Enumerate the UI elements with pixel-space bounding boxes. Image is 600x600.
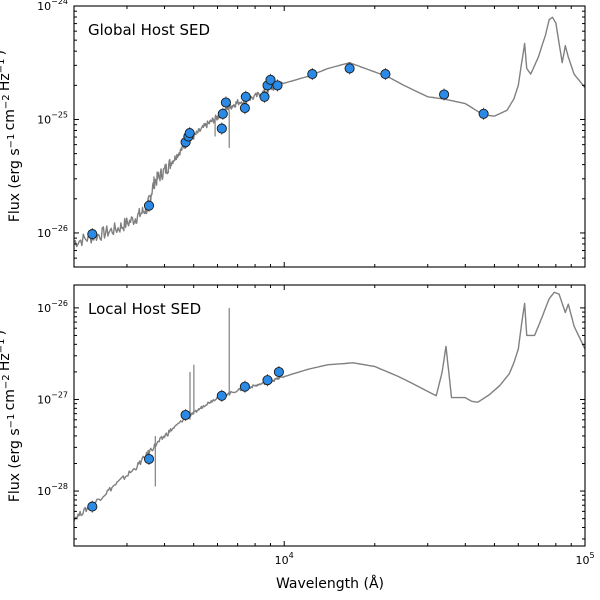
global-sed-y-tick-label: 10−24 <box>37 0 68 13</box>
local-sed-model-line <box>74 291 585 522</box>
local-sed-photometry-point <box>143 453 155 465</box>
local-sed-panel: 104 105 10−28 10−27 10−26 Local Host SED Fl… <box>0 284 595 567</box>
global-sed-model-layer <box>74 16 585 248</box>
global-sed-y-tick-label: 10−26 <box>37 224 68 240</box>
local-sed-axes-frame <box>73 284 586 547</box>
local-sed-y-ticks: 10−28 10−27 10−26 <box>37 299 585 540</box>
global-sed-photometry-point <box>272 80 283 91</box>
global-sed-panel: 10−26 10−25 10−24 Global Host SED Flux (er… <box>0 0 586 268</box>
x-axis-label: Wavelength (Å) <box>276 575 384 592</box>
global-sed-photometry-layer <box>87 63 489 240</box>
global-sed-model-line <box>74 16 585 248</box>
global-sed-photometry-point <box>439 89 450 100</box>
global-sed-photometry-point <box>216 123 227 134</box>
global-sed-y-ticks: 10−26 10−25 10−24 <box>37 0 585 259</box>
global-sed-photometry-point <box>87 229 98 240</box>
global-sed-photometry-point <box>380 69 391 80</box>
global-sed-photometry-point <box>307 69 318 80</box>
local-sed-photometry-layer <box>87 366 284 512</box>
global-sed-errorbar-layer <box>91 62 485 241</box>
global-sed-photometry-point <box>143 200 155 211</box>
x-tick-label: 104 <box>275 551 294 567</box>
global-sed-y-label: Flux (erg s−1 cm−2 Hz−1 ) <box>0 50 23 222</box>
local-sed-y-tick-label: 10−26 <box>37 299 68 315</box>
local-sed-photometry-point <box>273 366 284 378</box>
local-sed-y-label: Flux (erg s−1 cm−2 Hz−1 ) <box>0 330 23 502</box>
global-sed-photometry-point <box>184 128 195 139</box>
local-sed-model-layer <box>74 291 585 522</box>
local-sed-y-tick-label: 10−27 <box>37 390 68 406</box>
global-sed-photometry-point <box>220 97 231 108</box>
x-tick-label: 105 <box>575 551 594 567</box>
local-sed-title: Local Host SED <box>88 300 201 318</box>
global-sed-photometry-point <box>240 91 251 102</box>
local-sed-x-ticks: 104 105 <box>73 285 595 567</box>
local-sed-photometry-point <box>262 375 273 386</box>
global-sed-photometry-point <box>344 63 355 74</box>
local-sed-y-tick-label: 10−28 <box>37 482 68 498</box>
local-sed-y-label-text: Flux (erg s−1 cm−2 Hz−1 ) <box>0 330 23 502</box>
global-sed-y-tick-label: 10−25 <box>37 110 68 126</box>
local-sed-photometry-point <box>180 409 191 421</box>
global-sed-photometry-point <box>239 103 250 114</box>
global-sed-photometry-point <box>478 108 489 119</box>
local-sed-photometry-point <box>87 501 98 512</box>
global-sed-photometry-point <box>259 91 270 102</box>
global-sed-photometry-point <box>265 74 276 85</box>
local-sed-photometry-point <box>216 390 227 401</box>
global-sed-y-label-text: Flux (erg s−1 cm−2 Hz−1 ) <box>0 50 23 222</box>
global-sed-photometry-point <box>217 108 228 119</box>
global-sed-title: Global Host SED <box>88 21 210 39</box>
global-sed-x-ticks <box>73 6 586 267</box>
local-sed-photometry-point <box>239 381 250 392</box>
global-sed-axes-frame <box>73 5 586 268</box>
